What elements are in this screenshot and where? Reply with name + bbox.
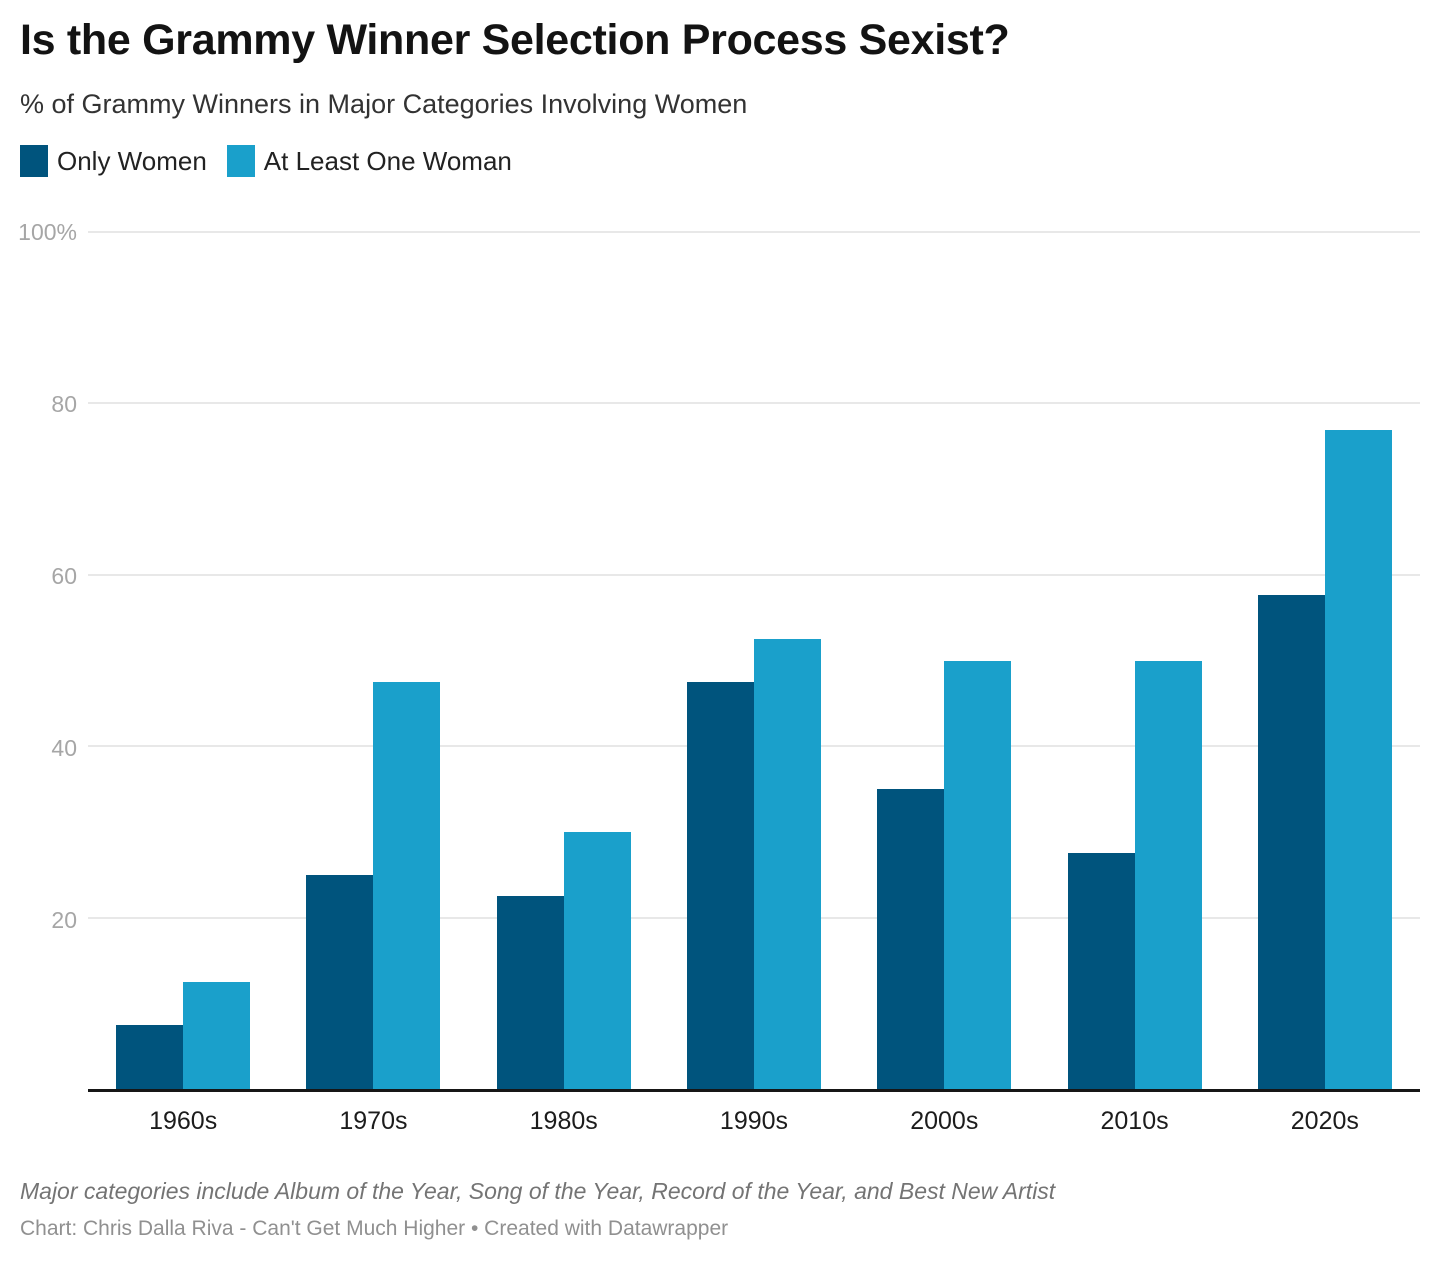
bar-only-women-1980s[interactable]: [496, 896, 564, 1089]
gridline-60: [88, 573, 1420, 576]
y-tick-label-60: 60: [51, 563, 77, 589]
gridline-100: [88, 231, 1420, 233]
bar-group-2020s: [1230, 232, 1420, 1089]
x-tick-label-1980s: 1980s: [529, 1107, 598, 1135]
legend-label-at-least-one-woman: At Least One Woman: [263, 146, 512, 176]
legend-label-only-women: Only Women: [57, 146, 207, 176]
bar-only-women-1990s[interactable]: [686, 681, 754, 1089]
bar-at-least-one-woman-2020s[interactable]: [1324, 429, 1392, 1089]
plot-area: [88, 231, 1420, 1092]
bar-at-least-one-woman-2010s[interactable]: [1134, 660, 1202, 1089]
bar-at-least-one-woman-1980s[interactable]: [563, 831, 631, 1089]
chart-credit: Chart: Chris Dalla Riva - Can't Get Much…: [20, 1217, 729, 1240]
bar-only-women-1960s[interactable]: [116, 1024, 184, 1089]
legend: Only Women At Least One Woman: [20, 145, 512, 177]
x-tick-label-1990s: 1990s: [719, 1107, 789, 1135]
bar-group-1970s: [278, 232, 468, 1089]
legend-swatch-at-least-one-woman: [226, 145, 255, 177]
legend-swatch-only-women: [20, 145, 48, 177]
bar-group-2000s: [849, 232, 1039, 1089]
chart-footnote: Major categories include Album of the Ye…: [20, 1178, 1056, 1204]
legend-item-at-least-one-woman: At Least One Woman: [226, 145, 512, 177]
gridline-80: [88, 402, 1420, 405]
y-tick-label-100: 100%: [18, 219, 77, 245]
bar-group-2010s: [1039, 232, 1229, 1089]
bar-at-least-one-woman-1990s[interactable]: [753, 639, 821, 1089]
legend-item-only-women: Only Women: [20, 145, 207, 177]
x-tick-label-1960s: 1960s: [149, 1107, 218, 1135]
bar-group-1960s: [88, 232, 278, 1089]
y-tick-label-40: 40: [51, 735, 77, 761]
x-tick-label-2000s: 2000s: [910, 1107, 979, 1135]
y-axis: 100% 80 60 40 20: [0, 219, 77, 1092]
x-tick-label-1970s: 1970s: [339, 1107, 408, 1135]
bar-only-women-2000s[interactable]: [877, 789, 945, 1089]
bar-group-1980s: [469, 232, 659, 1089]
bar-at-least-one-woman-1970s[interactable]: [373, 681, 441, 1089]
x-axis: 1960s 1970s 1980s 1990s 2000s 2010s 2020s: [88, 1104, 1420, 1138]
bar-at-least-one-woman-2000s[interactable]: [944, 660, 1012, 1089]
x-tick-label-2020s: 2020s: [1290, 1107, 1359, 1135]
bar-only-women-2020s[interactable]: [1257, 594, 1325, 1089]
bars-row: [88, 232, 1420, 1089]
chart-title: Is the Grammy Winner Selection Process S…: [20, 16, 1010, 64]
bar-at-least-one-woman-1960s[interactable]: [183, 981, 251, 1089]
chart-subtitle: % of Grammy Winners in Major Categories …: [20, 89, 748, 119]
y-tick-label-20: 20: [51, 907, 77, 933]
y-tick-label-80: 80: [51, 391, 77, 417]
bar-group-1990s: [659, 232, 849, 1089]
x-tick-label-2010s: 2010s: [1100, 1107, 1169, 1135]
bar-only-women-1970s[interactable]: [306, 874, 374, 1089]
bar-only-women-2010s[interactable]: [1067, 853, 1135, 1089]
